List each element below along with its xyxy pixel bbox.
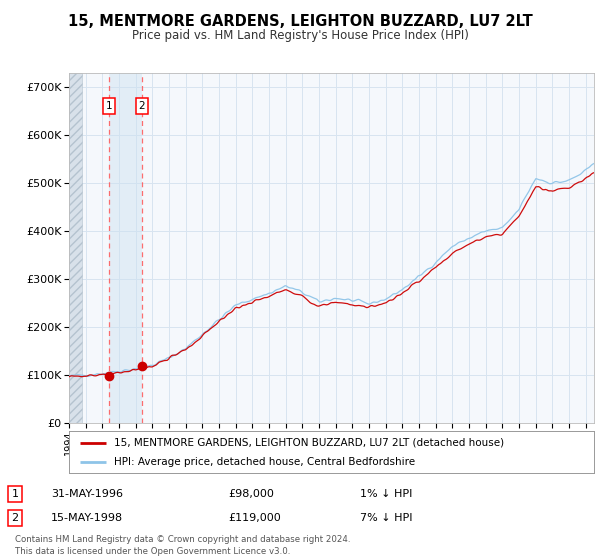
Text: 2: 2 [139,101,145,111]
Text: 15, MENTMORE GARDENS, LEIGHTON BUZZARD, LU7 2LT (detached house): 15, MENTMORE GARDENS, LEIGHTON BUZZARD, … [113,437,504,447]
Text: 1: 1 [11,489,19,499]
Text: 1% ↓ HPI: 1% ↓ HPI [360,489,412,499]
Text: 15-MAY-1998: 15-MAY-1998 [51,513,123,523]
Text: Price paid vs. HM Land Registry's House Price Index (HPI): Price paid vs. HM Land Registry's House … [131,29,469,42]
Text: Contains HM Land Registry data © Crown copyright and database right 2024.
This d: Contains HM Land Registry data © Crown c… [15,535,350,556]
Text: 2: 2 [11,513,19,523]
Text: HPI: Average price, detached house, Central Bedfordshire: HPI: Average price, detached house, Cent… [113,457,415,467]
Bar [69,73,82,423]
Text: 1: 1 [106,101,112,111]
Text: 15, MENTMORE GARDENS, LEIGHTON BUZZARD, LU7 2LT: 15, MENTMORE GARDENS, LEIGHTON BUZZARD, … [68,14,532,29]
Text: £98,000: £98,000 [228,489,274,499]
Text: 7% ↓ HPI: 7% ↓ HPI [360,513,413,523]
Bar [109,73,142,423]
Text: 31-MAY-1996: 31-MAY-1996 [51,489,123,499]
Text: £119,000: £119,000 [228,513,281,523]
